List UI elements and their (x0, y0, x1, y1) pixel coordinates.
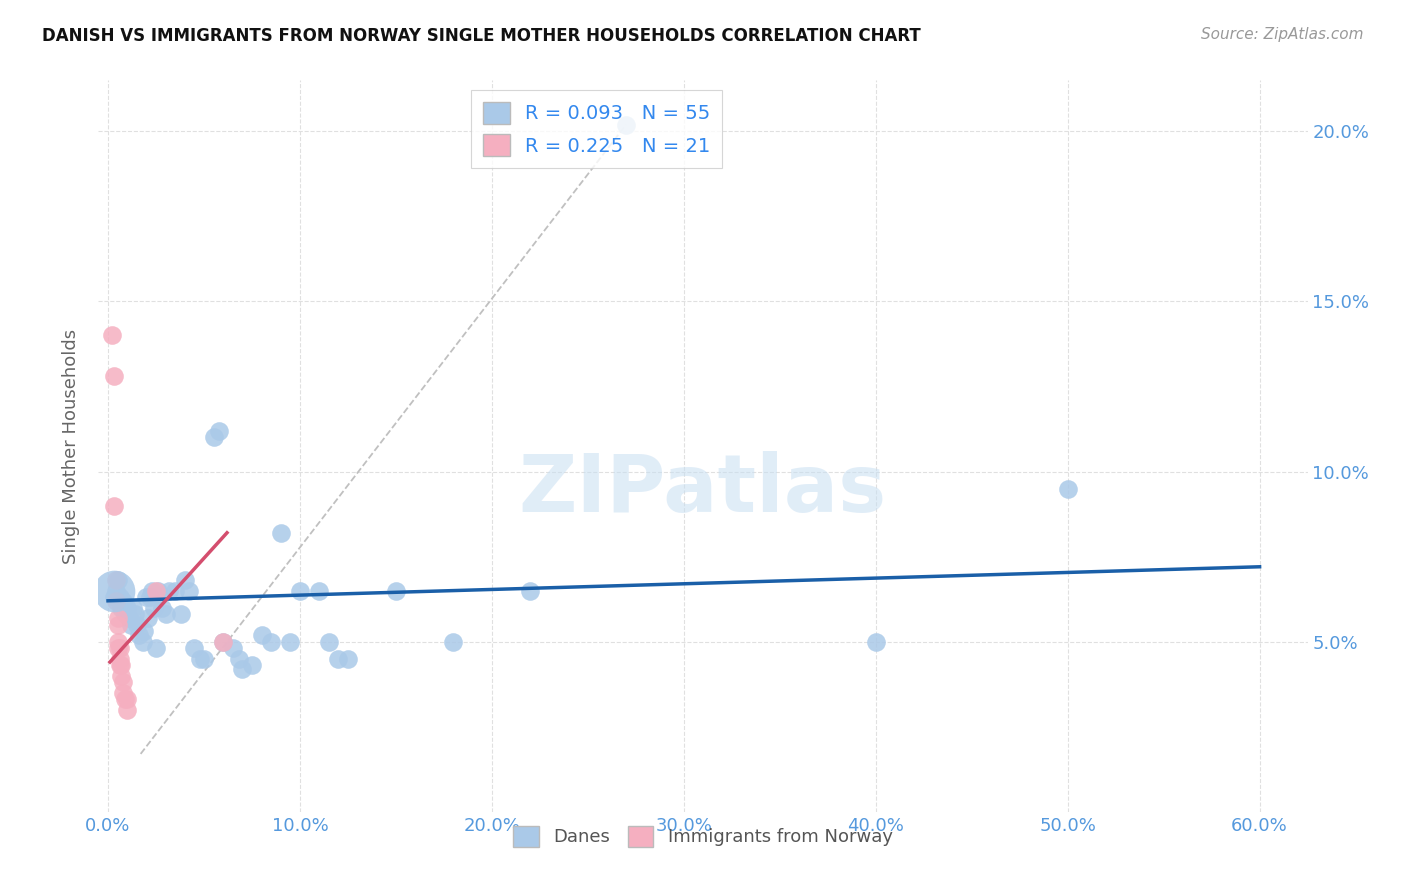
Point (240, 658, 263, 673)
Point (115, 600, 138, 615)
Point (193, 651, 215, 665)
Point (146, 583, 169, 598)
Point (112, 594, 135, 608)
Point (270, 525, 292, 540)
Point (145, 583, 167, 598)
Point (208, 424, 231, 438)
Point (150, 600, 173, 615)
Point (103, 591, 125, 605)
Point (103, 369, 125, 384)
Point (136, 611, 159, 625)
Point (288, 583, 311, 598)
Point (443, 634, 465, 648)
Point (124, 607, 146, 622)
Point (122, 600, 145, 615)
Point (145, 641, 167, 656)
Point (177, 583, 200, 598)
Point (114, 692, 136, 706)
Point (131, 634, 153, 648)
Point (519, 583, 541, 598)
Point (115, 692, 138, 706)
Point (107, 611, 129, 625)
Point (188, 651, 211, 665)
Point (110, 600, 132, 615)
Text: ZIPatlas: ZIPatlas (519, 450, 887, 529)
Point (112, 675, 135, 690)
Point (108, 591, 131, 605)
Point (104, 574, 127, 588)
Point (1056, 482, 1078, 496)
Point (228, 651, 250, 665)
Point (173, 574, 195, 588)
Point (141, 583, 163, 598)
Point (614, 118, 637, 132)
Point (103, 499, 125, 513)
Point (128, 628, 150, 642)
Text: DANISH VS IMMIGRANTS FROM NORWAY SINGLE MOTHER HOUSEHOLDS CORRELATION CHART: DANISH VS IMMIGRANTS FROM NORWAY SINGLE … (42, 27, 921, 45)
Point (108, 658, 131, 673)
Point (143, 600, 166, 615)
Point (110, 668, 132, 682)
Point (104, 583, 127, 598)
Point (112, 686, 135, 700)
Point (183, 641, 205, 656)
Point (107, 574, 129, 588)
Point (155, 607, 177, 622)
Point (212, 634, 235, 648)
Point (260, 634, 283, 648)
Point (318, 634, 340, 648)
Legend: Danes, Immigrants from Norway: Danes, Immigrants from Norway (506, 819, 900, 854)
Point (250, 628, 273, 642)
Point (107, 634, 129, 648)
Point (139, 591, 162, 605)
Point (108, 641, 131, 656)
Point (212, 634, 235, 648)
Point (159, 583, 181, 598)
Point (336, 651, 359, 665)
Point (202, 430, 225, 444)
Point (125, 617, 148, 632)
Point (135, 591, 157, 605)
Point (280, 634, 302, 648)
Point (120, 617, 142, 632)
Y-axis label: Single Mother Households: Single Mother Households (62, 328, 80, 564)
Point (103, 583, 125, 598)
Point (222, 641, 245, 656)
Point (308, 583, 330, 598)
Point (865, 634, 887, 648)
Point (107, 641, 129, 656)
Point (101, 328, 124, 343)
Point (115, 703, 138, 717)
Point (385, 583, 408, 598)
Point (104, 594, 127, 608)
Point (114, 607, 136, 622)
Point (328, 651, 350, 665)
Point (170, 607, 193, 622)
Point (134, 624, 156, 639)
Point (110, 658, 132, 673)
Point (108, 651, 131, 665)
Point (231, 662, 253, 676)
Point (118, 611, 141, 625)
Point (165, 583, 187, 598)
Point (107, 617, 129, 632)
Text: Source: ZipAtlas.com: Source: ZipAtlas.com (1201, 27, 1364, 42)
